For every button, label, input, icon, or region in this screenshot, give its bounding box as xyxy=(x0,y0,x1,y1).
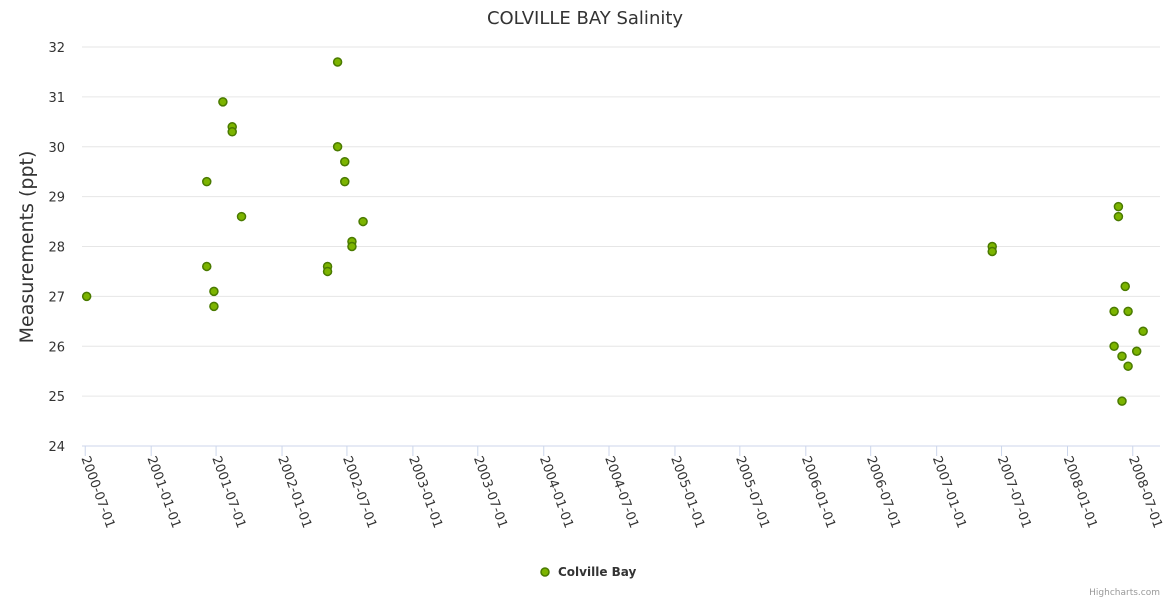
data-point-0-4[interactable] xyxy=(209,301,219,312)
x-tick-label-2007-07-01: 2007-07-01 xyxy=(994,454,1034,530)
data-point-0-30[interactable] xyxy=(1138,326,1148,337)
y-tick-label-31: 31 xyxy=(48,91,65,106)
data-point-0-28[interactable] xyxy=(1123,361,1133,371)
y-tick-label-27: 27 xyxy=(48,290,65,305)
y-tick-label-32: 32 xyxy=(48,41,65,56)
data-point-0-21[interactable] xyxy=(1109,341,1119,351)
x-tick-label-2006-07-01: 2006-07-01 xyxy=(863,454,903,530)
data-point-0-29[interactable] xyxy=(1131,346,1142,356)
data-point-0-14[interactable] xyxy=(340,176,350,187)
data-point-0-25[interactable] xyxy=(1117,396,1127,406)
data-point-0-17[interactable] xyxy=(358,216,368,227)
data-point-0-7[interactable] xyxy=(227,127,237,137)
x-tick-label-2002-07-01: 2002-07-01 xyxy=(339,454,379,530)
x-axis: 2000-07-01 2001-01-01 2001-07-01 2002-01-01… xyxy=(77,445,1165,530)
x-tick-label-2004-07-01: 2004-07-01 xyxy=(601,454,641,530)
x-tick-label-2003-01-01: 2003-01-01 xyxy=(405,454,445,530)
data-point-0-10[interactable] xyxy=(322,266,333,277)
data-point-0-24[interactable] xyxy=(1117,351,1127,361)
grid-lines xyxy=(82,46,1160,397)
legend[interactable]: Colville Bay xyxy=(540,565,637,579)
legend-marker-icon[interactable] xyxy=(540,567,550,577)
data-point-0-0[interactable] xyxy=(81,291,92,302)
x-tick-label-2008-07-01: 2008-07-01 xyxy=(1125,454,1165,530)
x-tick-label-2004-01-01: 2004-01-01 xyxy=(536,454,576,530)
x-tick-label-2001-07-01: 2001-07-01 xyxy=(208,454,248,530)
x-tick-label-2003-07-01: 2003-07-01 xyxy=(470,454,510,530)
data-point-0-3[interactable] xyxy=(209,286,219,297)
data-point-0-22[interactable] xyxy=(1113,201,1124,212)
x-tick-label-2007-01-01: 2007-01-01 xyxy=(929,454,969,530)
data-point-0-12[interactable] xyxy=(332,142,343,152)
chart-title: COLVILLE BAY Salinity xyxy=(487,8,683,29)
data-point-0-1[interactable] xyxy=(202,176,212,187)
data-point-0-19[interactable] xyxy=(987,246,997,257)
data-point-0-8[interactable] xyxy=(236,211,247,222)
y-axis-ticks: 24 25 26 27 28 29 30 31 32 xyxy=(48,41,65,455)
x-tick-label-2005-01-01: 2005-01-01 xyxy=(667,454,707,530)
y-tick-label-28: 28 xyxy=(48,241,65,256)
data-point-0-5[interactable] xyxy=(218,97,228,107)
x-tick-label-2001-01-01: 2001-01-01 xyxy=(143,454,183,530)
y-tick-label-29: 29 xyxy=(48,191,65,206)
data-point-0-23[interactable] xyxy=(1113,211,1124,222)
data-point-0-16[interactable] xyxy=(347,241,357,252)
y-tick-label-24: 24 xyxy=(48,440,65,455)
y-tick-label-30: 30 xyxy=(48,141,65,156)
data-points xyxy=(81,57,1148,406)
y-tick-label-26: 26 xyxy=(48,340,65,355)
x-tick-label-2008-01-01: 2008-01-01 xyxy=(1060,454,1100,530)
y-tick-label-25: 25 xyxy=(48,390,65,405)
y-axis-label: Measurements (ppt) xyxy=(16,151,38,344)
data-point-0-13[interactable] xyxy=(340,156,350,167)
data-point-0-27[interactable] xyxy=(1123,306,1133,317)
legend-item-colville-bay[interactable]: Colville Bay xyxy=(558,565,637,579)
data-point-0-11[interactable] xyxy=(332,57,343,67)
x-tick-label-2002-01-01: 2002-01-01 xyxy=(274,454,314,530)
x-tick-label-2000-07-01: 2000-07-01 xyxy=(77,454,117,530)
data-point-0-20[interactable] xyxy=(1109,306,1119,317)
x-tick-label-2006-01-01: 2006-01-01 xyxy=(798,454,838,530)
data-point-0-26[interactable] xyxy=(1120,281,1130,292)
credits-link[interactable]: Highcharts.com xyxy=(1089,588,1160,598)
x-tick-label-2005-07-01: 2005-07-01 xyxy=(732,454,772,530)
data-point-0-2[interactable] xyxy=(202,261,212,272)
